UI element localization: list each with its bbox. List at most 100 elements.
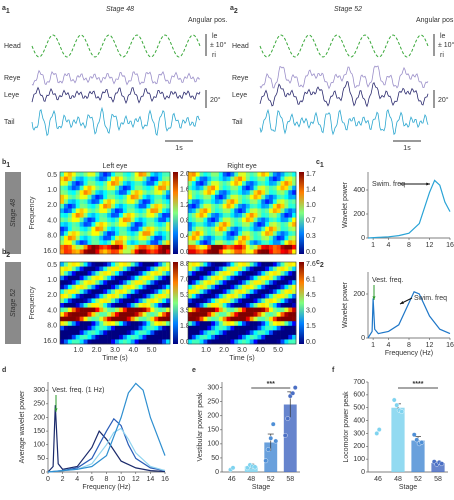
heatmap-cell bbox=[288, 185, 293, 191]
heatmap-cell bbox=[284, 271, 289, 276]
heatmap-cell bbox=[265, 217, 270, 223]
heatmap-cell bbox=[195, 266, 200, 272]
heatmap-cell bbox=[230, 213, 235, 218]
heatmap-cell bbox=[115, 190, 120, 196]
panel-subscript: 2 bbox=[6, 252, 10, 259]
heatmap-cell bbox=[226, 244, 231, 250]
heatmap-cell bbox=[265, 298, 270, 304]
heatmap-cell bbox=[207, 249, 212, 255]
heatmap-cell bbox=[130, 194, 135, 200]
heatmap-cell bbox=[215, 217, 220, 223]
heatmap-cell bbox=[154, 244, 159, 250]
heatmap-cell bbox=[75, 226, 80, 232]
heatmap-cell bbox=[276, 316, 281, 322]
heatmap-cell bbox=[238, 293, 243, 299]
heatmap-cell bbox=[269, 298, 274, 304]
heatmap-cell bbox=[158, 240, 163, 246]
heatmap-cell bbox=[75, 199, 80, 205]
heatmap-cell bbox=[91, 271, 96, 276]
heatmap-cell bbox=[222, 181, 227, 186]
heatmap-cell bbox=[162, 330, 167, 336]
heatmap-cell bbox=[118, 199, 124, 205]
heatmap-cell bbox=[218, 339, 224, 345]
y-axis-label: Average wavelet power bbox=[19, 390, 26, 463]
significance-label: *** bbox=[267, 381, 275, 388]
heatmap-cell bbox=[245, 284, 251, 290]
heatmap-cell bbox=[257, 298, 262, 304]
heatmap-cell bbox=[242, 217, 247, 223]
heatmap-cell bbox=[191, 172, 197, 177]
heatmap-cell bbox=[162, 244, 167, 250]
heatmap-cell bbox=[95, 289, 100, 295]
heatmap-cell bbox=[215, 266, 220, 272]
heatmap-cell bbox=[83, 298, 88, 304]
heatmap-cell bbox=[234, 240, 239, 246]
x-tick-label: 1.0 bbox=[201, 347, 211, 354]
heatmap-cell bbox=[188, 284, 193, 290]
heatmap-cell bbox=[280, 213, 285, 218]
heatmap-cell bbox=[284, 244, 289, 250]
heatmap-cell bbox=[280, 271, 285, 276]
heatmap-cell bbox=[288, 266, 293, 272]
heatmap-cell bbox=[188, 298, 193, 304]
heatmap-cell bbox=[103, 231, 108, 237]
heatmap-cell bbox=[134, 293, 139, 299]
heatmap-cell bbox=[60, 231, 65, 237]
heatmap-cell bbox=[83, 244, 88, 250]
heatmap-cell bbox=[60, 190, 65, 196]
heatmap-cell bbox=[242, 284, 247, 290]
heatmap-cell bbox=[111, 262, 116, 267]
x-tick-label: 16 bbox=[161, 476, 169, 483]
heatmap-cell bbox=[87, 316, 92, 322]
heatmap-cell bbox=[265, 275, 270, 281]
heatmap-cell bbox=[188, 240, 193, 246]
data-point bbox=[282, 433, 288, 438]
heatmap-cell bbox=[261, 199, 266, 205]
heatmap-cell bbox=[230, 190, 235, 196]
heatmap-cell bbox=[111, 199, 116, 205]
heatmap-cell bbox=[71, 244, 77, 250]
heatmap-cell bbox=[142, 321, 147, 327]
heatmap-cell bbox=[95, 213, 100, 218]
heatmap-cell bbox=[91, 249, 96, 255]
heatmap-cell bbox=[269, 217, 274, 223]
heatmap-cell bbox=[280, 321, 285, 327]
heatmap-cell bbox=[63, 190, 69, 196]
axis bbox=[367, 382, 448, 473]
heatmap-cell bbox=[166, 303, 171, 308]
heatmap-cell bbox=[195, 307, 200, 313]
heatmap-cell bbox=[162, 303, 167, 308]
heatmap-cell bbox=[238, 222, 243, 227]
heatmap-cell bbox=[83, 235, 88, 241]
heatmap-cell bbox=[138, 325, 143, 331]
heatmap-cell bbox=[265, 325, 270, 331]
heatmap-cell bbox=[71, 321, 77, 327]
heatmap-cell bbox=[188, 199, 193, 205]
heatmap-cell bbox=[166, 203, 171, 209]
heatmap-cell bbox=[103, 325, 108, 331]
heatmap-cell bbox=[111, 235, 116, 241]
heatmap-cell bbox=[63, 185, 69, 191]
heatmap-cell bbox=[269, 339, 274, 345]
heatmap-cell bbox=[276, 275, 281, 281]
heatmap-cell bbox=[230, 339, 235, 345]
heatmap-cell bbox=[188, 303, 193, 308]
heatmap-cell bbox=[166, 222, 171, 227]
heatmap-cell bbox=[238, 325, 243, 331]
heatmap-cell bbox=[87, 235, 92, 241]
heatmap-cell bbox=[199, 185, 204, 191]
x-tick-label: 14 bbox=[146, 476, 154, 483]
heatmap-cell bbox=[95, 240, 100, 246]
x-tick-label: 12 bbox=[132, 476, 140, 483]
heatmap-cell bbox=[188, 271, 193, 276]
heatmap-cell bbox=[211, 266, 216, 272]
heatmap-cell bbox=[288, 217, 293, 223]
heatmap-cell bbox=[118, 194, 124, 200]
trace-label: Tail bbox=[4, 119, 15, 126]
heatmap-cell bbox=[215, 307, 220, 313]
heatmap-cell bbox=[249, 185, 254, 191]
heatmap-cell bbox=[234, 303, 239, 308]
time-label: 1s bbox=[175, 145, 183, 152]
heatmap-cell bbox=[158, 330, 163, 336]
heatmap-cell bbox=[191, 289, 197, 295]
